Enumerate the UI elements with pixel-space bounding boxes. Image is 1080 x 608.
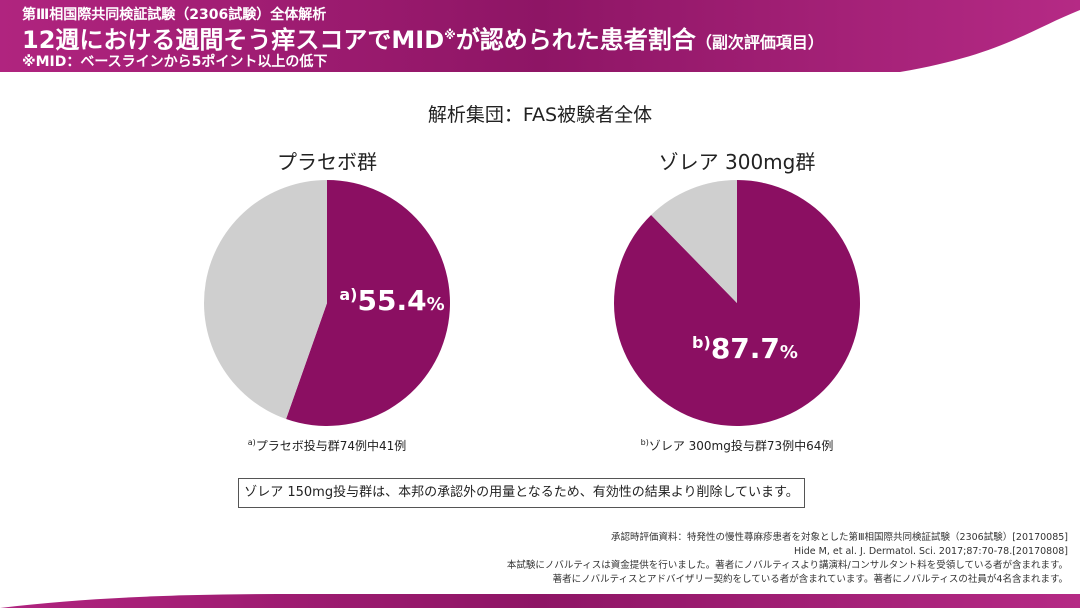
exclusion-note: ゾレア 150mg投与群は、本邦の承認外の用量となるため、有効性の結果より削除し…	[238, 478, 805, 508]
pie-slice-responder	[614, 180, 861, 426]
pie-slice-nonresponder	[204, 180, 327, 419]
footnote-text: プラセボ投与群74例中41例	[255, 439, 407, 453]
pie-slice-responder	[286, 180, 451, 426]
pie-value-label: a)55.4%	[339, 284, 444, 317]
chart-title-placebo: プラセボ群	[277, 150, 377, 174]
analysis-population: 解析集団：FAS被験者全体	[427, 104, 653, 126]
footer-band	[0, 594, 1080, 608]
reference-line: 本試験にノバルティスは資金提供を行いました。著者にノバルティスより講演料/コンサ…	[506, 560, 1068, 571]
supertitle: 第Ⅲ相国際共同検証試験（2306試験）全体解析	[22, 7, 327, 23]
footnote-mark: b)	[640, 438, 649, 447]
pie-value-label: b)87.7%	[692, 332, 798, 365]
reference-line: 著者にノバルティスとアドバイザリー契約をしている者が含まれています。著者にノバル…	[552, 574, 1068, 585]
footnote-text: ゾレア 300mg投与群73例中64例	[648, 439, 834, 453]
footnote-placebo: a)プラセボ投与群74例中41例	[127, 437, 527, 454]
title-tail: が認められた患者割合	[455, 26, 696, 54]
references: 承認時評価資料：特発性の慢性蕁麻疹患者を対象とした第Ⅲ相国際共同検証試験（230…	[507, 531, 1068, 587]
page-title: 12週における週間そう痒スコアでMID※が認められた患者割合（副次評価項目）	[22, 20, 824, 55]
title-main: 12週における週間そう痒スコアでMID	[22, 26, 445, 54]
title-paren: （副次評価項目）	[695, 33, 824, 52]
footnote-mark: a)	[247, 438, 256, 447]
reference-line: 承認時評価資料：特発性の慢性蕁麻疹患者を対象とした第Ⅲ相国際共同検証試験（230…	[611, 532, 1068, 543]
footnote-xolair: b)ゾレア 300mg投与群73例中64例	[537, 437, 937, 454]
header-band	[0, 0, 1080, 72]
reference-line: Hide M, et al. J. Dermatol. Sci. 2017;87…	[793, 546, 1068, 557]
chart-title-xolair: ゾレア 300mg群	[658, 150, 816, 174]
pie-slice-nonresponder	[651, 180, 737, 303]
title-mark: ※	[444, 28, 456, 42]
mid-note: ※MID：ベースラインから5ポイント以上の低下	[22, 54, 328, 70]
